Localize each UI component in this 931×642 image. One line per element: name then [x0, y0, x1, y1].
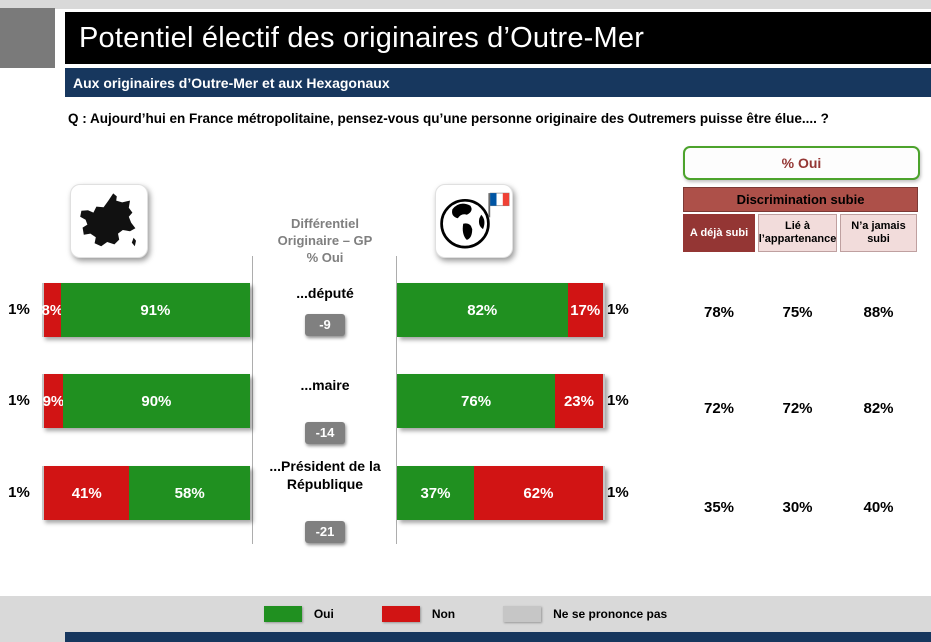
subtitle-text: Aux originaires d’Outre-Mer et aux Hexag… — [73, 74, 390, 91]
col-header-a-deja-subi: A déjà subi — [683, 214, 755, 252]
oui-value-jamais-subi: 40% — [863, 499, 894, 516]
globe-icon-card — [435, 184, 513, 258]
right-nsp-outside-label: 1% — [607, 484, 629, 501]
col-header-lie-appartenance: Lié à l’appartenance — [758, 214, 837, 252]
bar-hexagonaux-president: 41% 58% — [42, 466, 250, 520]
oui-value-jamais-subi: 88% — [863, 304, 894, 321]
title-bar: Potentiel électif des originaires d’Outr… — [65, 12, 931, 64]
col-header-na-jamais-subi: N’a jamais subi — [840, 214, 917, 252]
col-header-label: A déjà subi — [689, 226, 749, 239]
segment-oui-label: 58% — [174, 484, 205, 502]
segment-non-label: 41% — [71, 484, 102, 502]
question-text: Q : Aujourd’hui en France métropolitaine… — [68, 111, 829, 126]
segment-oui: 37% — [397, 466, 474, 520]
right-chart-axis — [396, 256, 397, 544]
pct-oui-label: % Oui — [781, 155, 822, 171]
col-header-label: N’a jamais subi — [851, 220, 906, 245]
oui-value-lie-appartenance: 30% — [782, 499, 813, 516]
right-nsp-outside-label: 1% — [607, 301, 629, 318]
diff-badge-depute: -9 — [305, 314, 345, 336]
col-header-label: Lié à l’appartenance — [758, 220, 837, 245]
diff-badge-president: -21 — [305, 521, 345, 543]
left-nsp-outside-label: 1% — [8, 301, 30, 318]
discrimination-header-label: Discrimination subie — [736, 192, 865, 207]
bar-originaires-depute: 82% 17% — [397, 283, 605, 337]
non-swatch — [381, 606, 420, 622]
globe-with-french-flag-icon — [440, 192, 510, 249]
diff-badge-maire: -14 — [305, 422, 345, 444]
segment-non: 17% — [567, 283, 603, 337]
segment-non-label: 23% — [563, 392, 594, 410]
segment-non: 62% — [473, 466, 603, 520]
bar-hexagonaux-depute: 8% 91% — [42, 283, 250, 337]
french-flag-icon — [488, 192, 510, 218]
oui-value-deja-subi: 78% — [703, 304, 735, 321]
nsp-swatch — [503, 606, 542, 622]
oui-value-deja-subi: 72% — [703, 400, 735, 417]
segment-non-label: 17% — [570, 301, 601, 319]
corner-square — [0, 8, 55, 68]
bottom-accent-strip — [65, 632, 931, 642]
legend-item-nsp: Ne se prononce pas — [503, 606, 667, 622]
segment-non: 41% — [44, 466, 130, 520]
segment-oui-label: 37% — [420, 484, 451, 502]
segment-nsp — [42, 466, 45, 520]
france-icon-card — [70, 184, 148, 258]
row-label-maire: ...maire — [300, 377, 350, 393]
oui-value-lie-appartenance: 72% — [782, 400, 813, 417]
bar-originaires-maire: 76% 23% — [397, 374, 605, 428]
discrimination-header: Discrimination subie — [683, 187, 918, 212]
segment-nsp — [602, 283, 605, 337]
segment-non: 9% — [42, 374, 65, 428]
legend-label: Non — [431, 607, 456, 621]
row-label-depute: ...député — [296, 285, 354, 301]
segment-non-label: 62% — [523, 484, 554, 502]
segment-oui: 90% — [62, 374, 250, 428]
differential-header-line: Originaire – GP — [277, 232, 373, 248]
legend: Oui Non Ne se prononce pas — [0, 596, 931, 632]
legend-item-oui: Oui — [263, 606, 334, 622]
oui-swatch — [263, 606, 302, 622]
segment-non-label: 8% — [41, 301, 64, 319]
right-nsp-outside-label: 1% — [607, 392, 629, 409]
top-margin-strip — [0, 0, 931, 9]
differential-header-line: % Oui — [306, 249, 344, 265]
segment-oui-label: 91% — [140, 301, 171, 319]
legend-label: Oui — [313, 607, 334, 621]
france-map-icon — [80, 193, 136, 247]
segment-non: 23% — [555, 374, 603, 428]
segment-oui: 91% — [60, 283, 250, 337]
segment-oui-label: 90% — [141, 392, 172, 410]
page-title: Potentiel électif des originaires d’Outr… — [79, 21, 645, 54]
segment-oui: 76% — [397, 374, 556, 428]
subtitle-bar: Aux originaires d’Outre-Mer et aux Hexag… — [65, 68, 931, 97]
oui-value-lie-appartenance: 75% — [782, 304, 813, 321]
oui-value-jamais-subi: 82% — [863, 400, 894, 417]
segment-nsp — [602, 374, 605, 428]
row-label-president: ...Président de la République — [269, 458, 381, 492]
legend-label: Ne se prononce pas — [553, 607, 668, 621]
segment-non: 8% — [41, 283, 64, 337]
bar-originaires-president: 37% 62% — [397, 466, 605, 520]
segment-oui: 58% — [129, 466, 250, 520]
segment-nsp — [42, 374, 45, 428]
pct-oui-box: % Oui — [683, 146, 920, 180]
differential-header: Différentiel Originaire – GP % Oui — [257, 216, 393, 267]
left-nsp-outside-label: 1% — [8, 392, 30, 409]
segment-non-label: 9% — [42, 392, 65, 410]
left-chart-axis — [252, 256, 253, 544]
segment-nsp — [602, 466, 605, 520]
segment-oui: 82% — [397, 283, 568, 337]
left-nsp-outside-label: 1% — [8, 484, 30, 501]
segment-oui-label: 82% — [467, 301, 498, 319]
bar-hexagonaux-maire: 9% 90% — [42, 374, 250, 428]
segment-oui-label: 76% — [461, 392, 492, 410]
legend-item-non: Non — [381, 606, 456, 622]
segment-nsp — [42, 283, 45, 337]
differential-header-line: Différentiel — [291, 216, 359, 231]
oui-value-deja-subi: 35% — [703, 499, 735, 516]
